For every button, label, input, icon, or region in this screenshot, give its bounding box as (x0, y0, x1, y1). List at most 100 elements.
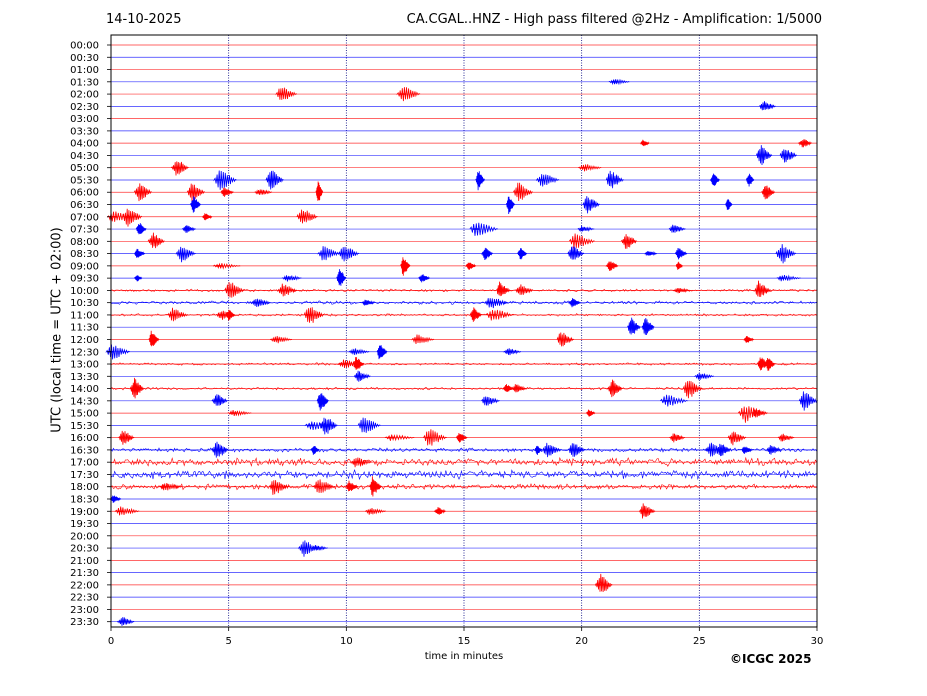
trace-row (110, 476, 817, 497)
seismic-event (202, 213, 213, 221)
seismic-event (213, 262, 241, 270)
seismic-event (595, 573, 613, 593)
y-tick-label: 15:00 (70, 409, 99, 420)
seismic-event (254, 189, 273, 195)
x-tick-label: 25 (693, 636, 706, 647)
seismic-event (641, 317, 655, 336)
seismic-event (456, 432, 468, 443)
seismic-event (296, 209, 318, 224)
trace-row (111, 139, 817, 148)
seismic-event (418, 274, 431, 283)
x-tick-label: 5 (225, 636, 231, 647)
trace-row (111, 573, 817, 593)
trace-row (111, 257, 817, 276)
seismic-event (469, 307, 482, 322)
trace-row (111, 503, 817, 519)
seismic-event (758, 101, 776, 111)
seismic-event (251, 298, 271, 308)
seismic-event (761, 185, 776, 200)
seismic-event (376, 345, 388, 360)
seismic-event (536, 174, 560, 187)
seismic-event (211, 394, 228, 406)
x-tick-label: 15 (458, 636, 471, 647)
y-tick-label: 02:30 (70, 102, 99, 113)
trace-row (111, 540, 817, 557)
trace-row (111, 170, 817, 191)
seismic-event (605, 170, 624, 189)
trace-row (111, 181, 817, 202)
x-tick-label: 10 (340, 636, 353, 647)
seismic-event (311, 545, 328, 551)
seismic-event (351, 457, 372, 468)
trace-row (111, 429, 817, 446)
trace-row (111, 617, 817, 626)
seismic-event (268, 480, 290, 495)
y-tick-label: 12:30 (70, 347, 99, 358)
trace-row (111, 78, 817, 86)
y-tick-label: 01:00 (70, 65, 99, 76)
seismic-event (556, 332, 574, 347)
trace-row (110, 441, 817, 458)
trace-row (110, 307, 817, 323)
seismic-event (315, 181, 324, 201)
seismic-event (384, 433, 415, 442)
y-tick-label: 08:30 (70, 249, 99, 260)
seismic-event (674, 247, 688, 260)
seismic-event (660, 394, 688, 407)
seismic-event (727, 431, 747, 446)
y-tick-label: 21:30 (70, 568, 99, 579)
seismic-event (511, 384, 527, 393)
trace-row (111, 406, 817, 423)
copyright-label: ©ICGC 2025 (730, 652, 812, 666)
trace-row (111, 391, 818, 411)
seismic-event (469, 222, 498, 236)
seismic-event (190, 196, 201, 213)
seismic-event (310, 446, 320, 455)
seismic-event (167, 307, 189, 322)
seismic-event (568, 298, 581, 308)
trace-noise (110, 483, 817, 491)
trace-row (111, 87, 817, 102)
seismic-event (694, 372, 714, 380)
trace-row (111, 244, 817, 264)
trace-row (111, 317, 817, 336)
y-tick-label: 11:00 (70, 310, 99, 321)
seismic-event (776, 274, 801, 282)
seismic-event (627, 317, 641, 335)
trace-row (111, 145, 817, 166)
y-tick-label: 14:30 (70, 396, 99, 407)
y-tick-label: 00:30 (70, 53, 99, 64)
y-tick-label: 05:30 (70, 175, 99, 186)
seismic-event (423, 429, 447, 446)
seismic-event (750, 408, 768, 418)
y-tick-label: 07:00 (70, 212, 99, 223)
y-tick-label: 10:00 (70, 286, 99, 297)
seismic-event (515, 284, 533, 295)
seismic-event (411, 334, 435, 344)
y-tick-label: 15:30 (70, 421, 99, 432)
seismic-event (265, 170, 284, 190)
y-axis-label: UTC (local time = UTC + 02:00) (49, 227, 65, 433)
trace-row (111, 330, 817, 347)
seismic-event (281, 275, 302, 282)
trace-row (111, 370, 817, 382)
seismic-event (213, 170, 237, 190)
trace-row (110, 377, 817, 399)
trace-row (111, 161, 817, 176)
trace-row (109, 495, 817, 503)
y-tick-label: 16:00 (70, 433, 99, 444)
seismic-event (277, 283, 297, 297)
seismic-event (743, 336, 754, 343)
seismic-event (303, 307, 325, 323)
seismic-event (668, 224, 686, 233)
y-tick-label: 23:30 (70, 617, 99, 628)
seismic-event (147, 232, 165, 249)
chart-title: CA.CGAL..HNZ - High pass filtered @2Hz -… (406, 12, 822, 27)
y-tick-label: 06:30 (70, 200, 99, 211)
seismic-event (133, 183, 153, 202)
seismic-event (270, 335, 293, 344)
seismic-event (348, 348, 370, 356)
trace-row (110, 469, 817, 481)
seismic-event (224, 282, 245, 298)
